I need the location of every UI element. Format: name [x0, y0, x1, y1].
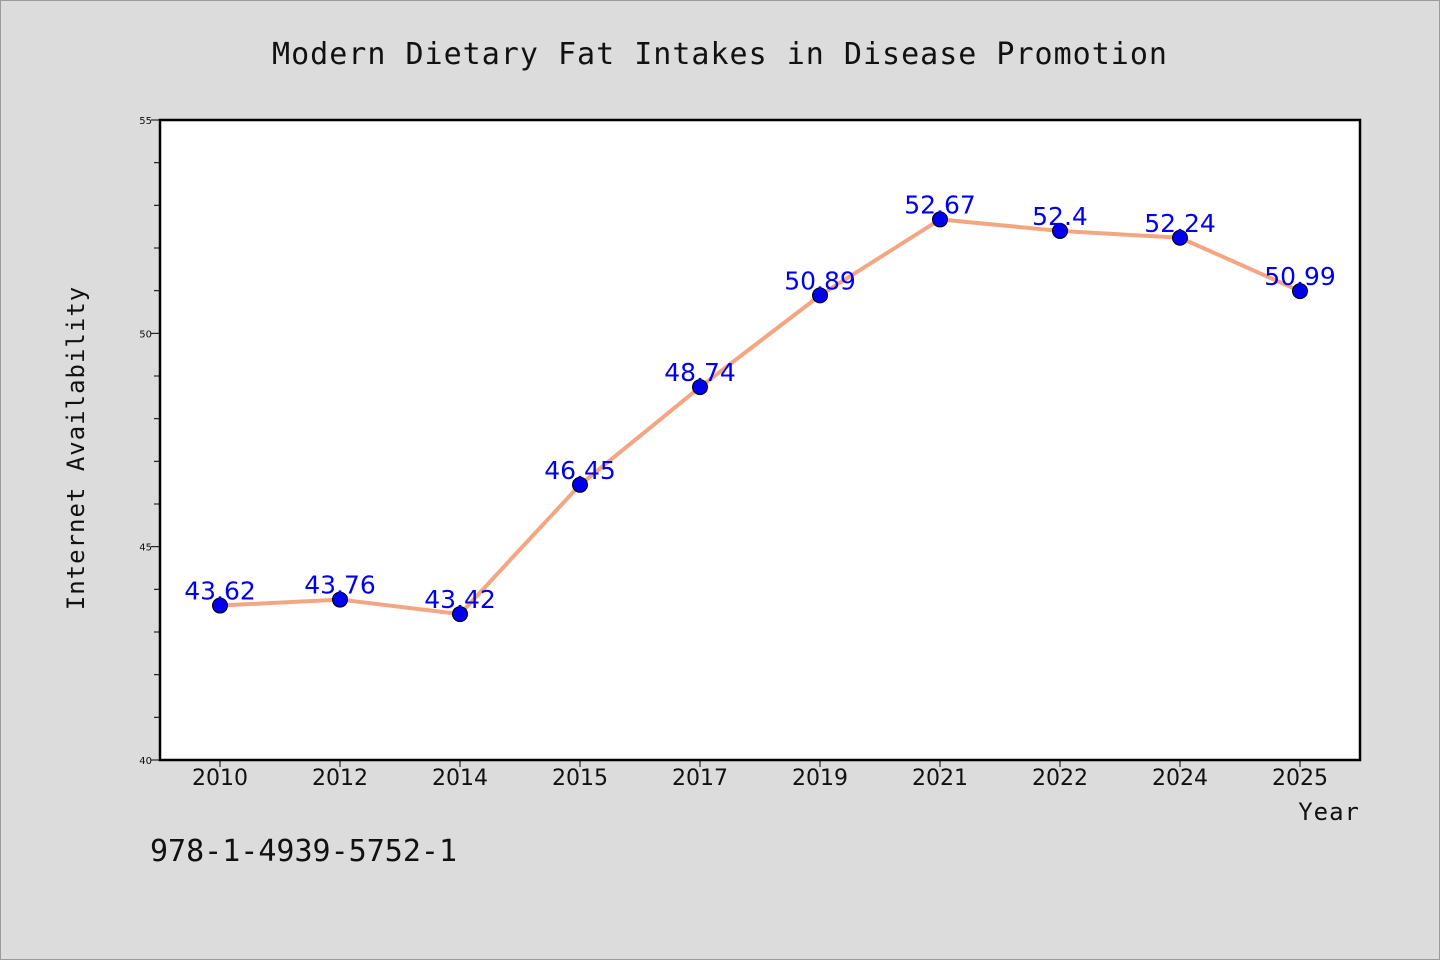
data-point [1052, 222, 1068, 239]
data-label: 43.42 [424, 585, 496, 614]
y-tick-label: 40 [139, 756, 152, 767]
data-point [572, 476, 588, 493]
x-tick-label: 2021 [912, 766, 968, 791]
series-line [218, 217, 1302, 617]
x-tick-label: 2015 [552, 766, 608, 791]
data-point [212, 597, 228, 614]
plot-area [158, 118, 1362, 762]
y-tick-label: 50 [139, 329, 152, 340]
data-point [332, 591, 348, 608]
x-tick-label: 2019 [792, 766, 848, 791]
x-tick-label: 2012 [312, 766, 368, 791]
data-point [1172, 229, 1188, 246]
x-tick-label: 2022 [1032, 766, 1088, 791]
data-label: 46.45 [544, 456, 616, 485]
series-layer: 43.62 43.76 43.42 46.45 48.74 50.89 52.67 52.4 5… [184, 190, 1336, 623]
data-label: 50.89 [784, 266, 856, 295]
data-label: 48.74 [664, 358, 736, 387]
x-tick-label: 2010 [192, 766, 248, 791]
x-tick-label: 2024 [1152, 766, 1208, 791]
data-point [1292, 283, 1308, 300]
y-tick-label: 45 [139, 543, 152, 554]
x-axis-label: Year [1298, 798, 1360, 826]
data-label: 43.62 [184, 577, 256, 606]
x-axis: 2010 2012 2014 2015 2017 2019 2021 2022 2024 2025 [192, 760, 1328, 791]
data-label: 50.99 [1264, 262, 1336, 291]
y-tick-label: 55 [139, 116, 152, 127]
data-point [812, 287, 828, 304]
data-point [692, 379, 708, 396]
data-label: 52.4 [1032, 202, 1088, 231]
data-point [932, 211, 948, 228]
x-tick-label: 2014 [432, 766, 488, 791]
data-point [452, 606, 468, 623]
data-label: 52.24 [1144, 209, 1216, 238]
y-axis: 40 45 50 55 [139, 116, 160, 767]
chart-title: Modern Dietary Fat Intakes in Disease Pr… [272, 37, 1168, 72]
isbn-text: 978-1-4939-5752-1 [150, 834, 458, 869]
y-axis-label: Internet Availability [62, 286, 90, 610]
x-tick-label: 2025 [1272, 766, 1328, 791]
data-label: 43.76 [304, 571, 376, 600]
data-label: 52.67 [904, 190, 976, 219]
x-tick-label: 2017 [672, 766, 728, 791]
